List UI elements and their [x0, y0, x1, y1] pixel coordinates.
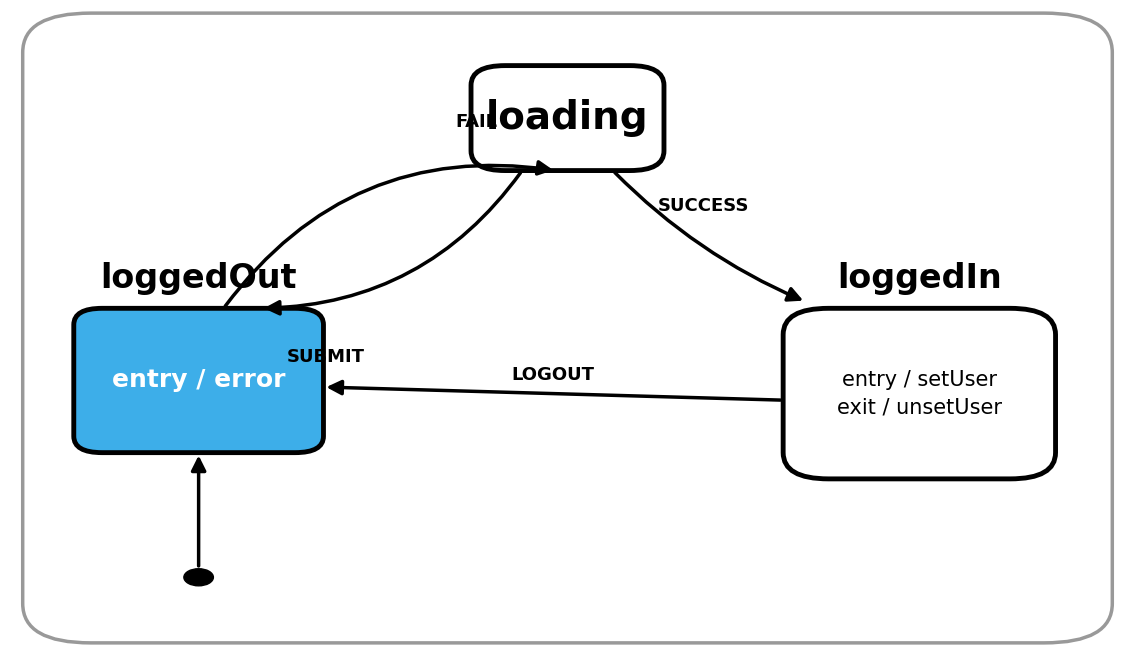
Text: loading: loading	[486, 99, 649, 137]
Text: SUBMIT: SUBMIT	[287, 348, 364, 365]
Text: FAIL: FAIL	[455, 113, 498, 131]
Text: entry / setUser
exit / unsetUser: entry / setUser exit / unsetUser	[836, 369, 1002, 418]
Circle shape	[184, 569, 213, 586]
Text: SUCCESS: SUCCESS	[658, 197, 749, 215]
Text: loggedOut: loggedOut	[100, 262, 297, 295]
Text: LOGOUT: LOGOUT	[512, 366, 595, 384]
Text: loggedIn: loggedIn	[836, 262, 1002, 295]
FancyBboxPatch shape	[783, 308, 1056, 479]
FancyBboxPatch shape	[23, 13, 1112, 643]
FancyBboxPatch shape	[471, 66, 664, 171]
Text: entry / error: entry / error	[112, 369, 285, 392]
FancyBboxPatch shape	[74, 308, 323, 453]
